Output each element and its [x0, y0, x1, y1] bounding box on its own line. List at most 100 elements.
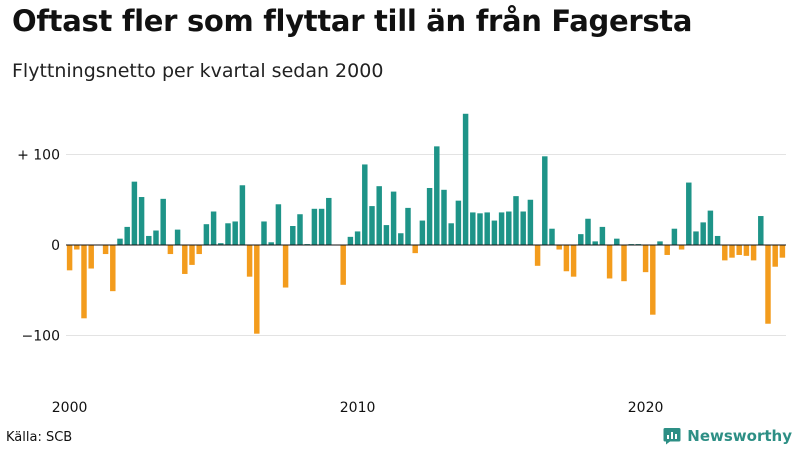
bar-2000-q1 — [66, 245, 73, 271]
bar-2018-q4 — [606, 245, 613, 279]
y-axis-ticks: −100 0 + 100 — [17, 148, 60, 345]
bar-2019-q1 — [614, 238, 620, 245]
bar-2014-q1 — [470, 212, 476, 245]
bar-2011-q1 — [383, 225, 390, 245]
bar-2023-q3 — [743, 245, 750, 256]
brand-logo: Newsworthy — [663, 427, 792, 445]
bar-2004-q3 — [196, 245, 202, 255]
bar-2014-q3 — [484, 212, 490, 245]
bar-2013-q4 — [462, 113, 469, 245]
bar-2011-q4 — [405, 207, 411, 245]
bar-2020-q3 — [657, 241, 663, 245]
bar-2003-q4 — [174, 229, 181, 245]
bar-2016-q1 — [527, 199, 534, 245]
bar-2015-q3 — [513, 196, 519, 245]
bar-2007-q2 — [275, 204, 282, 246]
bar-2013-q2 — [448, 223, 454, 245]
bar-2005-q1 — [210, 211, 217, 245]
x-tick-label: 2020 — [628, 400, 664, 416]
bar-2022-q4 — [722, 245, 728, 261]
bar-2022-q3 — [714, 235, 721, 245]
brand-name: Newsworthy — [687, 427, 792, 445]
bar-2007-q1 — [268, 242, 274, 245]
bar-2021-q2 — [678, 245, 685, 250]
bar-2019-q2 — [621, 245, 627, 282]
bar-2024-q3 — [772, 245, 778, 267]
bar-2012-q3 — [426, 187, 433, 246]
bar-2017-q4 — [578, 234, 584, 245]
y-tick-label: 0 — [51, 238, 60, 254]
bar-2024-q4 — [779, 245, 786, 258]
bar-chart: −100 0 + 100 2000 2010 2020 — [17, 113, 786, 416]
bar-2016-q2 — [534, 245, 541, 266]
bar-2002-q1 — [124, 226, 130, 245]
bar-2010-q3 — [369, 206, 375, 245]
bar-2020-q2 — [650, 245, 656, 315]
bar-2007-q4 — [290, 226, 296, 245]
bar-2020-q1 — [642, 245, 649, 273]
chart-title: Oftast fler som flyttar till än från Fag… — [12, 4, 693, 38]
bar-2017-q3 — [570, 245, 577, 277]
bar-2017-q1 — [556, 245, 562, 250]
bar-2000-q4 — [88, 245, 94, 269]
bar-2018-q1 — [585, 218, 591, 245]
bar-2016-q3 — [542, 156, 548, 245]
bar-2022-q1 — [700, 222, 706, 246]
bar-2024-q2 — [765, 245, 771, 324]
bar-2010-q4 — [376, 186, 382, 246]
bar-2018-q3 — [599, 226, 606, 245]
bar-2012-q4 — [434, 146, 440, 245]
bar-2002-q4 — [146, 235, 152, 245]
bar-2009-q4 — [347, 236, 354, 245]
bar-2003-q1 — [153, 230, 159, 245]
bar-2012-q2 — [419, 220, 426, 245]
source-note: Källa: SCB — [6, 430, 73, 445]
bar-2018-q2 — [592, 241, 598, 245]
bar-2000-q2 — [74, 245, 80, 250]
bar-2014-q2 — [477, 213, 483, 245]
bar-2008-q3 — [311, 208, 318, 245]
newsworthy-chart-icon — [663, 428, 681, 445]
bar-2023-q1 — [729, 245, 735, 258]
bar-2000-q3 — [81, 245, 87, 319]
bar-2011-q2 — [390, 191, 397, 245]
bar-2003-q3 — [167, 245, 174, 255]
bar-2005-q2 — [218, 243, 224, 245]
bar-2013-q3 — [455, 200, 462, 245]
bar-2016-q4 — [549, 228, 555, 245]
bar-2008-q4 — [318, 208, 325, 245]
bar-2009-q3 — [340, 245, 346, 285]
bar-2010-q2 — [362, 164, 368, 245]
bar-2012-q1 — [412, 245, 418, 254]
bar-2004-q2 — [189, 245, 195, 265]
bar-2002-q2 — [131, 181, 138, 245]
bar-2006-q4 — [261, 221, 267, 245]
bar-2011-q3 — [398, 233, 404, 246]
bar-2015-q4 — [520, 211, 526, 245]
bar-2005-q3 — [225, 223, 231, 245]
bar-2015-q2 — [506, 211, 512, 245]
chart-subtitle: Flyttningsnetto per kvartal sedan 2000 — [12, 60, 384, 82]
bar-2021-q4 — [693, 231, 699, 246]
bar-2001-q4 — [117, 238, 123, 245]
bar-2001-q3 — [110, 245, 116, 292]
bar-2023-q4 — [750, 245, 757, 261]
bar-2020-q4 — [664, 245, 670, 255]
bar-2014-q4 — [491, 220, 498, 245]
bar-2004-q4 — [203, 224, 210, 246]
y-tick-label: −100 — [22, 329, 60, 345]
bar-2008-q1 — [297, 214, 303, 245]
bar-2007-q3 — [282, 245, 289, 288]
bar-2010-q1 — [354, 231, 361, 246]
bar-2003-q2 — [160, 198, 166, 245]
bar-2023-q2 — [736, 245, 742, 255]
bar-2013-q1 — [441, 189, 447, 245]
bar-2017-q2 — [563, 245, 570, 272]
x-axis-ticks: 2000 2010 2020 — [52, 400, 664, 416]
x-tick-label: 2000 — [52, 400, 88, 416]
bar-2002-q3 — [138, 197, 145, 245]
bar-2009-q1 — [326, 197, 332, 245]
bar-2024-q1 — [758, 216, 764, 245]
bar-2004-q1 — [182, 245, 188, 274]
bar-2001-q2 — [102, 245, 109, 255]
